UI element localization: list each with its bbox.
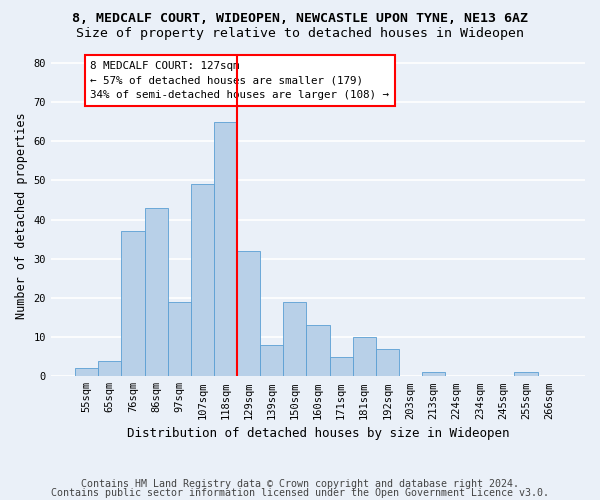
Bar	[121, 232, 145, 376]
Bar	[237, 251, 260, 376]
Bar	[260, 345, 283, 376]
Text: Contains HM Land Registry data © Crown copyright and database right 2024.: Contains HM Land Registry data © Crown c…	[81, 479, 519, 489]
Bar	[214, 122, 237, 376]
Bar	[283, 302, 307, 376]
Bar	[145, 208, 167, 376]
Text: Contains public sector information licensed under the Open Government Licence v3: Contains public sector information licen…	[51, 488, 549, 498]
Bar	[191, 184, 214, 376]
Bar	[514, 372, 538, 376]
Bar	[307, 326, 329, 376]
Bar	[329, 356, 353, 376]
X-axis label: Distribution of detached houses by size in Wideopen: Distribution of detached houses by size …	[127, 427, 509, 440]
Bar	[422, 372, 445, 376]
Bar	[167, 302, 191, 376]
Bar	[376, 349, 399, 376]
Bar	[98, 360, 121, 376]
Text: 8, MEDCALF COURT, WIDEOPEN, NEWCASTLE UPON TYNE, NE13 6AZ: 8, MEDCALF COURT, WIDEOPEN, NEWCASTLE UP…	[72, 12, 528, 26]
Bar	[353, 337, 376, 376]
Bar	[75, 368, 98, 376]
Text: Size of property relative to detached houses in Wideopen: Size of property relative to detached ho…	[76, 28, 524, 40]
Y-axis label: Number of detached properties: Number of detached properties	[15, 112, 28, 319]
Text: 8 MEDCALF COURT: 127sqm
← 57% of detached houses are smaller (179)
34% of semi-d: 8 MEDCALF COURT: 127sqm ← 57% of detache…	[90, 61, 389, 100]
